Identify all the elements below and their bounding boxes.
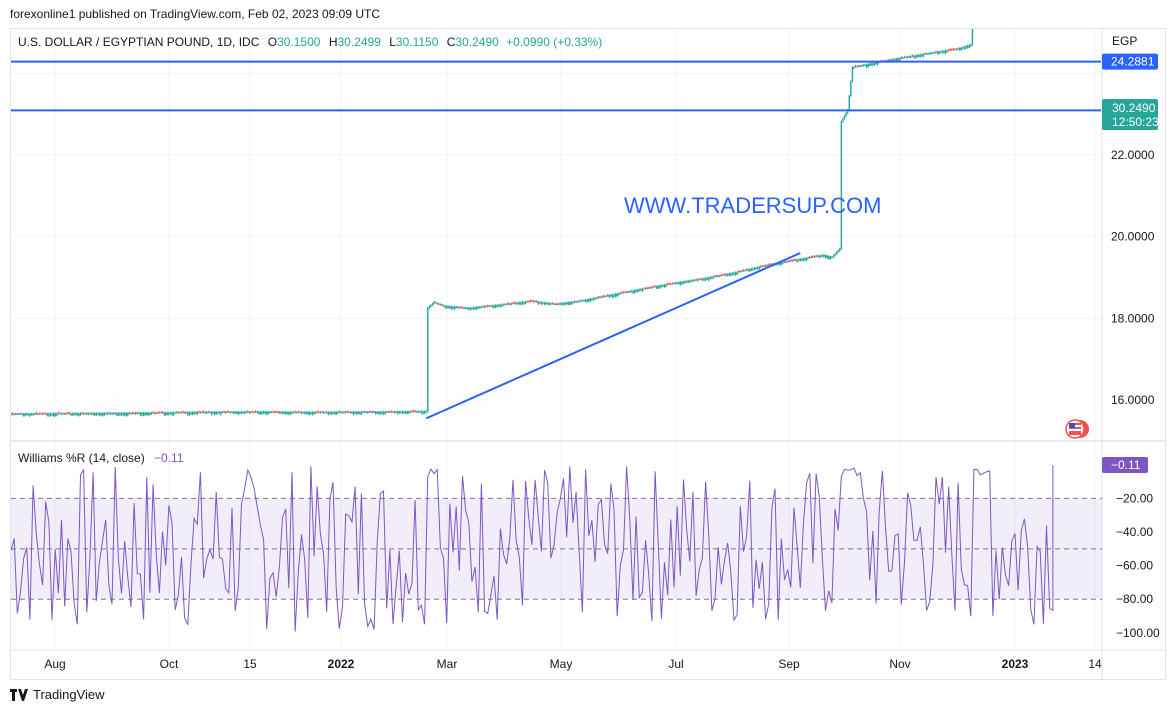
time-tick-6: Jul — [668, 657, 683, 671]
price-pane[interactable] — [10, 0, 1102, 420]
tradingview-logo-icon — [10, 688, 28, 701]
last-price-value: 30.2490 — [1112, 101, 1156, 115]
time-tick-5: May — [550, 657, 573, 671]
time-tick-2: 15 — [243, 657, 257, 671]
time-tick-4: Mar — [437, 657, 458, 671]
last-price-tag: 30.2490 12:50:23 — [1102, 99, 1159, 130]
time-tick-9: 2023 — [1002, 657, 1029, 671]
price-axis[interactable]: 32.214424.288123.094116.000018.000020.00… — [1102, 0, 1158, 407]
open-label: O — [268, 35, 277, 49]
wr-value-tag-label: −0.11 — [1111, 458, 1141, 472]
low-value: 30.1150 — [396, 35, 439, 49]
open-value: 30.1500 — [277, 35, 321, 49]
time-tick-7: Sep — [778, 657, 800, 671]
level-tag-1 — [1102, 53, 1158, 70]
low-label: L — [389, 35, 396, 49]
publisher-line: forexonline1 published on TradingView.co… — [10, 7, 381, 21]
high-value: 30.2499 — [337, 35, 381, 49]
symbol-legend: U.S. DOLLAR / EGYPTIAN POUND, 1D, IDC O3… — [18, 35, 602, 49]
grid — [11, 29, 1102, 650]
footer-brand-label: TradingView — [33, 687, 105, 702]
wr-tick-3: −80.00 — [1116, 592, 1153, 606]
chart-frame[interactable] — [10, 28, 1166, 680]
us-flag-icon[interactable] — [1065, 419, 1089, 439]
price-tick-3: 22.0000 — [1111, 148, 1155, 162]
trendline[interactable] — [425, 252, 801, 420]
level-tag-label-1: 24.2881 — [1111, 55, 1155, 69]
close-value: 30.2490 — [455, 35, 499, 49]
wr-tick-4: −100.00 — [1116, 626, 1160, 640]
wr-tick-1: −40.00 — [1116, 525, 1153, 539]
williams-r-line — [11, 465, 1054, 632]
time-axis[interactable]: Aug Oct 15 2022 Mar May Jul Sep Nov 2023 14 — [44, 657, 1102, 671]
horizontal-levels[interactable] — [11, 0, 1102, 112]
price-tick-0: 16.0000 — [1111, 393, 1155, 407]
symbol-name: U.S. DOLLAR / EGYPTIAN POUND, 1D, IDC — [18, 35, 260, 49]
time-tick-3: 2022 — [328, 657, 355, 671]
indicator-legend: Williams %R (14, close) −0.11 — [18, 451, 184, 465]
candles — [11, 29, 974, 418]
time-tick-8: Nov — [889, 657, 910, 671]
price-tick-1: 18.0000 — [1111, 311, 1155, 325]
watermark-text: WWW.TRADERSUP.COM — [624, 193, 881, 218]
currency-label: EGP — [1112, 34, 1137, 48]
high-label: H — [329, 35, 338, 49]
time-tick-0: Aug — [44, 657, 65, 671]
indicator-value: −0.11 — [154, 451, 184, 465]
wr-value-tag — [1102, 457, 1148, 473]
footer-brand[interactable]: TradingView — [10, 687, 105, 702]
time-tick-10: 14 — [1088, 657, 1102, 671]
wr-tick-2: −60.00 — [1116, 559, 1153, 573]
wr-tick-0: −20.00 — [1116, 491, 1153, 505]
price-tick-2: 20.0000 — [1111, 230, 1155, 244]
close-label: C — [447, 35, 456, 49]
countdown-timer: 12:50:23 — [1112, 115, 1159, 129]
time-tick-1: Oct — [160, 657, 179, 671]
change-value: +0.0990 (+0.33%) — [506, 35, 602, 49]
indicator-name: Williams %R (14, close) — [18, 451, 145, 465]
wr-axis[interactable]: −20.00 −40.00 −60.00 −80.00 −100.00 −0.11 — [1102, 457, 1160, 640]
wr-band-lines — [11, 497, 1102, 600]
